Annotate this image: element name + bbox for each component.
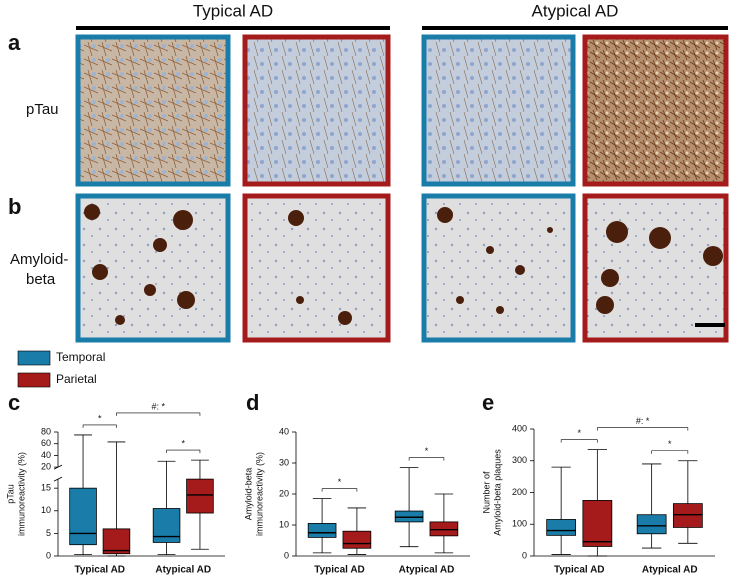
y-tick-label: 80 <box>41 426 51 436</box>
significance-bracket <box>597 427 689 431</box>
header-bar <box>76 26 390 30</box>
y-tick-label: 0 <box>46 550 51 560</box>
y-tick-label: 40 <box>41 450 51 460</box>
legend-swatch <box>17 372 51 388</box>
significance-label: #: * <box>636 416 650 426</box>
significance-bracket <box>651 450 689 454</box>
y-axis-label: Amyloid-beta <box>243 468 253 521</box>
significance-label: * <box>98 413 102 423</box>
significance-bracket <box>166 449 201 454</box>
row-label: Amyloid- <box>10 251 68 268</box>
column-header: Atypical AD <box>532 1 619 20</box>
box <box>69 487 97 546</box>
significance-label: * <box>181 438 185 448</box>
legend-label: Temporal <box>56 350 105 364</box>
micrograph <box>242 193 391 343</box>
panel-label: c <box>8 390 20 415</box>
x-tick-label: Atypical AD <box>155 565 211 576</box>
panel-label: b <box>8 194 21 219</box>
y-tick-label: 60 <box>41 438 51 448</box>
x-tick-label: Typical AD <box>74 565 125 576</box>
y-axis-label: pTau <box>5 484 15 504</box>
x-tick-label: Atypical AD <box>399 565 455 576</box>
y-tick-label: 400 <box>512 423 527 433</box>
y-axis-label: immunoreactivity (%) <box>254 452 264 536</box>
micrograph <box>75 34 231 187</box>
y-tick-label: 10 <box>41 505 51 515</box>
box <box>546 519 577 536</box>
x-tick-label: Typical AD <box>314 565 365 576</box>
box <box>636 514 667 535</box>
headers: Typical AD Atypical AD <box>76 1 728 30</box>
y-tick-label: 10 <box>279 519 289 529</box>
box <box>672 503 703 528</box>
y-tick-label: 300 <box>512 455 527 465</box>
box <box>307 523 337 538</box>
box <box>394 510 424 523</box>
significance-bracket <box>321 488 358 492</box>
y-tick-label: 20 <box>279 488 289 498</box>
panel-label: e <box>482 390 494 415</box>
significance-label: * <box>425 446 429 456</box>
y-tick-label: 0 <box>522 550 527 560</box>
header-bar <box>422 26 728 30</box>
column-header: Typical AD <box>193 1 273 20</box>
box <box>102 528 131 555</box>
y-tick-label: 15 <box>41 483 51 493</box>
legend-label: Parietal <box>56 372 97 386</box>
y-tick-label: 200 <box>512 487 527 497</box>
y-tick-label: 30 <box>279 457 289 467</box>
micrograph <box>582 34 729 187</box>
y-tick-label: 5 <box>46 528 51 538</box>
row-label: pTau <box>26 101 59 118</box>
legend: Temporal Parietal <box>17 350 105 388</box>
panel-label: a <box>8 30 21 55</box>
significance-label: #: * <box>151 401 165 411</box>
y-tick-label: 100 <box>512 519 527 529</box>
y-tick-label: 0 <box>284 550 289 560</box>
box <box>342 530 372 549</box>
box <box>429 521 459 537</box>
box <box>152 508 181 543</box>
row-label: beta <box>26 271 56 288</box>
significance-bracket <box>116 412 201 416</box>
significance-bracket <box>82 424 117 428</box>
box <box>186 478 214 514</box>
y-tick-label: 40 <box>279 426 289 436</box>
y-axis-label: Number of <box>481 471 491 514</box>
x-tick-label: Typical AD <box>554 565 605 576</box>
axis-break <box>53 476 63 482</box>
legend-swatch <box>17 350 51 366</box>
plaques <box>84 204 723 325</box>
y-axis-label: Amyloid-beta plaques <box>492 449 502 536</box>
scale-bar <box>695 323 725 327</box>
panel-label: d <box>246 390 259 415</box>
micrograph <box>421 34 576 187</box>
y-tick-label: 20 <box>41 461 51 471</box>
significance-bracket <box>560 439 598 443</box>
micrograph <box>582 193 729 343</box>
micrograph <box>242 34 391 187</box>
significance-label: * <box>668 439 672 449</box>
significance-bracket <box>408 457 445 461</box>
micrographs <box>75 34 729 343</box>
x-tick-label: Atypical AD <box>642 565 698 576</box>
box <box>582 500 613 547</box>
significance-label: * <box>338 477 342 487</box>
significance-label: * <box>577 428 581 438</box>
y-axis-label: immunoreactivity (%) <box>16 452 26 536</box>
